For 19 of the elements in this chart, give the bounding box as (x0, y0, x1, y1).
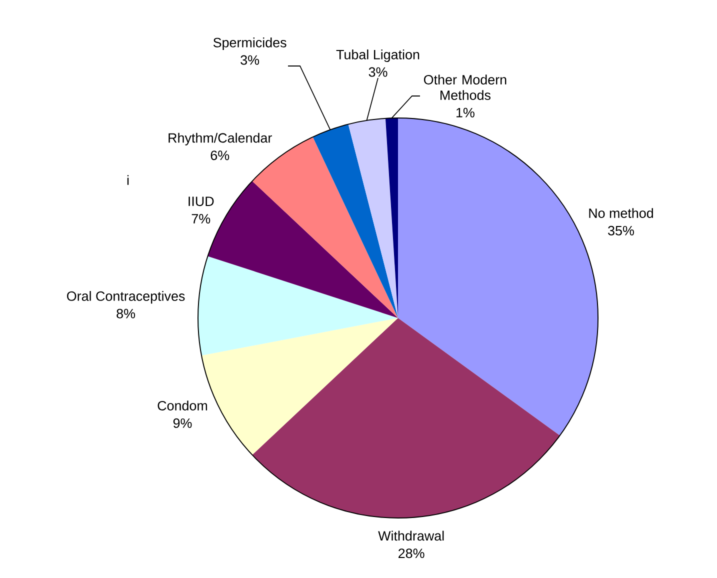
text: i (127, 175, 129, 185)
slice-label: Other Modern Methods (424, 74, 506, 100)
data-label: 28% (398, 548, 424, 558)
slice-label: IIUD (188, 196, 214, 206)
slice-label: Rhythm/Calendar (168, 132, 272, 146)
data-label: 8% (116, 308, 136, 318)
data-label: 9% (173, 418, 192, 428)
slice-label: Withdrawal (378, 530, 444, 541)
slice-label: Oral Contraceptives (67, 291, 185, 304)
slice-label: Tubal Ligation (336, 49, 420, 62)
data-label: 1% (456, 108, 474, 118)
slice-label: Condom (158, 400, 208, 410)
slice-label: Spermicides (213, 37, 286, 50)
slice-label: No method (589, 208, 653, 218)
data-label: 6% (210, 150, 230, 160)
data-label: 3% (368, 67, 388, 77)
data-label: 35% (608, 226, 634, 236)
data-label: 3% (240, 55, 260, 65)
data-label: 7% (192, 214, 210, 224)
